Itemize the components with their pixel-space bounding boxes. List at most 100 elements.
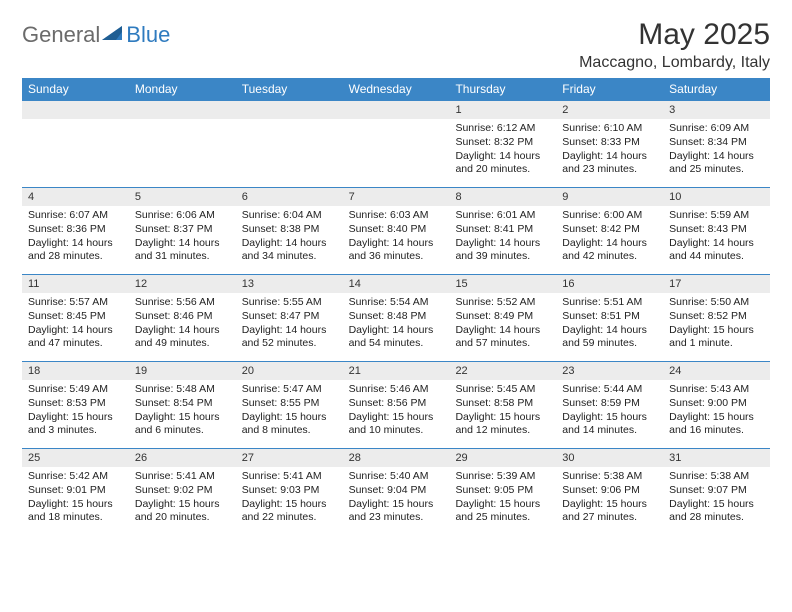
day-cell: 20Sunrise: 5:47 AMSunset: 8:55 PMDayligh… [236, 362, 343, 448]
day-cell: 4Sunrise: 6:07 AMSunset: 8:36 PMDaylight… [22, 188, 129, 274]
day-body: Sunrise: 5:59 AMSunset: 8:43 PMDaylight:… [663, 206, 770, 270]
calendar: SundayMondayTuesdayWednesdayThursdayFrid… [22, 78, 770, 535]
sunset-text: Sunset: 8:36 PM [28, 223, 123, 237]
daylight-text: Daylight: 14 hours and 28 minutes. [28, 237, 123, 264]
day-number: 8 [449, 188, 556, 206]
daylight-text: Daylight: 15 hours and 18 minutes. [28, 498, 123, 525]
page-title: May 2025 [579, 18, 770, 52]
day-number: 6 [236, 188, 343, 206]
day-body: Sunrise: 5:50 AMSunset: 8:52 PMDaylight:… [663, 293, 770, 357]
day-cell: 25Sunrise: 5:42 AMSunset: 9:01 PMDayligh… [22, 449, 129, 535]
day-number: 7 [343, 188, 450, 206]
daylight-text: Daylight: 14 hours and 20 minutes. [455, 150, 550, 177]
day-body: Sunrise: 6:10 AMSunset: 8:33 PMDaylight:… [556, 119, 663, 183]
day-cell: 26Sunrise: 5:41 AMSunset: 9:02 PMDayligh… [129, 449, 236, 535]
daylight-text: Daylight: 14 hours and 31 minutes. [135, 237, 230, 264]
sunset-text: Sunset: 8:53 PM [28, 397, 123, 411]
day-number: 21 [343, 362, 450, 380]
day-number: 24 [663, 362, 770, 380]
day-cell: 14Sunrise: 5:54 AMSunset: 8:48 PMDayligh… [343, 275, 450, 361]
sunset-text: Sunset: 9:02 PM [135, 484, 230, 498]
sunset-text: Sunset: 8:48 PM [349, 310, 444, 324]
sunrise-text: Sunrise: 5:55 AM [242, 296, 337, 310]
sunset-text: Sunset: 8:55 PM [242, 397, 337, 411]
daylight-text: Daylight: 15 hours and 23 minutes. [349, 498, 444, 525]
sunrise-text: Sunrise: 6:12 AM [455, 122, 550, 136]
daylight-text: Daylight: 15 hours and 14 minutes. [562, 411, 657, 438]
location-text: Maccagno, Lombardy, Italy [579, 54, 770, 72]
sunset-text: Sunset: 9:04 PM [349, 484, 444, 498]
day-body: Sunrise: 5:49 AMSunset: 8:53 PMDaylight:… [22, 380, 129, 444]
day-body: Sunrise: 6:01 AMSunset: 8:41 PMDaylight:… [449, 206, 556, 270]
sunset-text: Sunset: 8:40 PM [349, 223, 444, 237]
day-number [22, 101, 129, 119]
day-number: 19 [129, 362, 236, 380]
sunrise-text: Sunrise: 5:42 AM [28, 470, 123, 484]
day-of-week-header: SundayMondayTuesdayWednesdayThursdayFrid… [22, 78, 770, 100]
day-body: Sunrise: 5:38 AMSunset: 9:06 PMDaylight:… [556, 467, 663, 531]
sunrise-text: Sunrise: 5:51 AM [562, 296, 657, 310]
day-number: 30 [556, 449, 663, 467]
daylight-text: Daylight: 14 hours and 25 minutes. [669, 150, 764, 177]
sunset-text: Sunset: 9:03 PM [242, 484, 337, 498]
day-cell: 13Sunrise: 5:55 AMSunset: 8:47 PMDayligh… [236, 275, 343, 361]
day-body: Sunrise: 5:44 AMSunset: 8:59 PMDaylight:… [556, 380, 663, 444]
day-number: 22 [449, 362, 556, 380]
sunrise-text: Sunrise: 5:43 AM [669, 383, 764, 397]
day-number: 29 [449, 449, 556, 467]
daylight-text: Daylight: 15 hours and 12 minutes. [455, 411, 550, 438]
day-body: Sunrise: 5:45 AMSunset: 8:58 PMDaylight:… [449, 380, 556, 444]
daylight-text: Daylight: 14 hours and 49 minutes. [135, 324, 230, 351]
day-number: 2 [556, 101, 663, 119]
dow-cell: Thursday [449, 78, 556, 100]
day-number: 3 [663, 101, 770, 119]
sunrise-text: Sunrise: 5:48 AM [135, 383, 230, 397]
sunset-text: Sunset: 8:51 PM [562, 310, 657, 324]
day-number: 14 [343, 275, 450, 293]
sunrise-text: Sunrise: 5:44 AM [562, 383, 657, 397]
day-cell: 19Sunrise: 5:48 AMSunset: 8:54 PMDayligh… [129, 362, 236, 448]
weeks-container: 1Sunrise: 6:12 AMSunset: 8:32 PMDaylight… [22, 100, 770, 535]
sunrise-text: Sunrise: 5:45 AM [455, 383, 550, 397]
sunset-text: Sunset: 9:05 PM [455, 484, 550, 498]
day-body: Sunrise: 6:04 AMSunset: 8:38 PMDaylight:… [236, 206, 343, 270]
day-body: Sunrise: 6:00 AMSunset: 8:42 PMDaylight:… [556, 206, 663, 270]
daylight-text: Daylight: 14 hours and 57 minutes. [455, 324, 550, 351]
day-cell [343, 101, 450, 187]
dow-cell: Friday [556, 78, 663, 100]
sunrise-text: Sunrise: 6:10 AM [562, 122, 657, 136]
day-cell: 17Sunrise: 5:50 AMSunset: 8:52 PMDayligh… [663, 275, 770, 361]
daylight-text: Daylight: 15 hours and 28 minutes. [669, 498, 764, 525]
day-body: Sunrise: 5:54 AMSunset: 8:48 PMDaylight:… [343, 293, 450, 357]
sunset-text: Sunset: 8:34 PM [669, 136, 764, 150]
logo-text-blue: Blue [126, 22, 170, 48]
day-number: 26 [129, 449, 236, 467]
day-cell: 27Sunrise: 5:41 AMSunset: 9:03 PMDayligh… [236, 449, 343, 535]
day-body: Sunrise: 5:41 AMSunset: 9:02 PMDaylight:… [129, 467, 236, 531]
day-body: Sunrise: 5:56 AMSunset: 8:46 PMDaylight:… [129, 293, 236, 357]
sunrise-text: Sunrise: 6:01 AM [455, 209, 550, 223]
sunrise-text: Sunrise: 5:39 AM [455, 470, 550, 484]
daylight-text: Daylight: 15 hours and 6 minutes. [135, 411, 230, 438]
sunset-text: Sunset: 8:52 PM [669, 310, 764, 324]
daylight-text: Daylight: 14 hours and 47 minutes. [28, 324, 123, 351]
sunset-text: Sunset: 8:47 PM [242, 310, 337, 324]
day-number: 4 [22, 188, 129, 206]
sunrise-text: Sunrise: 5:49 AM [28, 383, 123, 397]
day-cell: 30Sunrise: 5:38 AMSunset: 9:06 PMDayligh… [556, 449, 663, 535]
week-row: 1Sunrise: 6:12 AMSunset: 8:32 PMDaylight… [22, 100, 770, 187]
day-body: Sunrise: 6:03 AMSunset: 8:40 PMDaylight:… [343, 206, 450, 270]
day-number: 18 [22, 362, 129, 380]
daylight-text: Daylight: 14 hours and 52 minutes. [242, 324, 337, 351]
day-cell: 2Sunrise: 6:10 AMSunset: 8:33 PMDaylight… [556, 101, 663, 187]
sunset-text: Sunset: 8:38 PM [242, 223, 337, 237]
day-cell: 31Sunrise: 5:38 AMSunset: 9:07 PMDayligh… [663, 449, 770, 535]
day-body: Sunrise: 5:39 AMSunset: 9:05 PMDaylight:… [449, 467, 556, 531]
daylight-text: Daylight: 15 hours and 10 minutes. [349, 411, 444, 438]
daylight-text: Daylight: 14 hours and 39 minutes. [455, 237, 550, 264]
day-cell: 23Sunrise: 5:44 AMSunset: 8:59 PMDayligh… [556, 362, 663, 448]
sunset-text: Sunset: 8:33 PM [562, 136, 657, 150]
day-number: 16 [556, 275, 663, 293]
week-row: 11Sunrise: 5:57 AMSunset: 8:45 PMDayligh… [22, 274, 770, 361]
day-number: 20 [236, 362, 343, 380]
